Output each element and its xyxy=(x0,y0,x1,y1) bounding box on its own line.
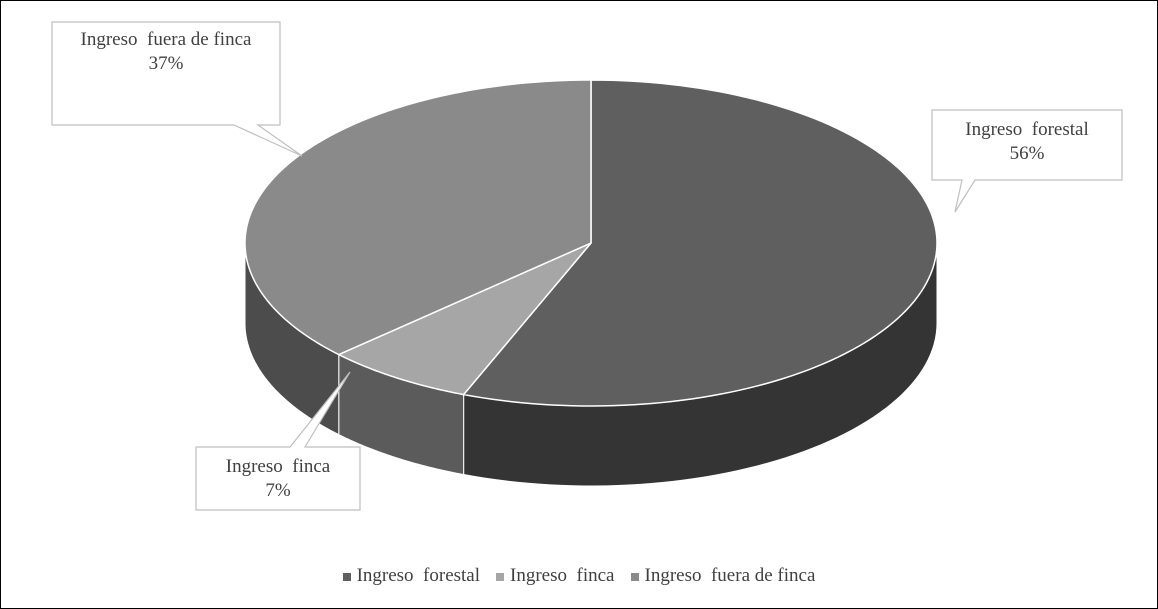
legend-swatch xyxy=(630,572,639,581)
data-label: Ingreso fuera de finca 37% xyxy=(72,28,260,76)
legend-swatch xyxy=(496,572,505,581)
label-value: 7% xyxy=(265,480,291,501)
slice xyxy=(462,79,938,407)
slice xyxy=(244,79,592,356)
label-value: 37% xyxy=(148,53,184,74)
legend-label: Ingreso fuera de finca xyxy=(644,565,816,586)
label-name: Ingreso finca xyxy=(225,456,331,477)
pie xyxy=(244,79,938,487)
legend-item: Ingreso finca xyxy=(496,565,615,587)
label-value: 56% xyxy=(1009,143,1045,164)
legend-swatch xyxy=(342,572,351,581)
callout-box xyxy=(51,21,303,157)
data-label: Ingreso forestal 56% xyxy=(932,118,1122,166)
legend-item: Ingreso fuera de finca xyxy=(630,565,816,587)
callouts xyxy=(51,21,1123,511)
label-name: Ingreso fuera de finca xyxy=(80,29,252,50)
legend: Ingreso forestal Ingreso finca Ingreso fue… xyxy=(0,565,1158,587)
legend-item: Ingreso forestal xyxy=(342,565,481,587)
legend-label: Ingreso finca xyxy=(510,565,615,586)
label-name: Ingreso forestal xyxy=(965,119,1089,140)
callout-box xyxy=(931,109,1123,213)
slice xyxy=(337,242,592,396)
data-label: Ingreso finca 7% xyxy=(196,455,360,503)
callout-box xyxy=(195,371,361,511)
legend-label: Ingreso forestal xyxy=(356,565,481,586)
